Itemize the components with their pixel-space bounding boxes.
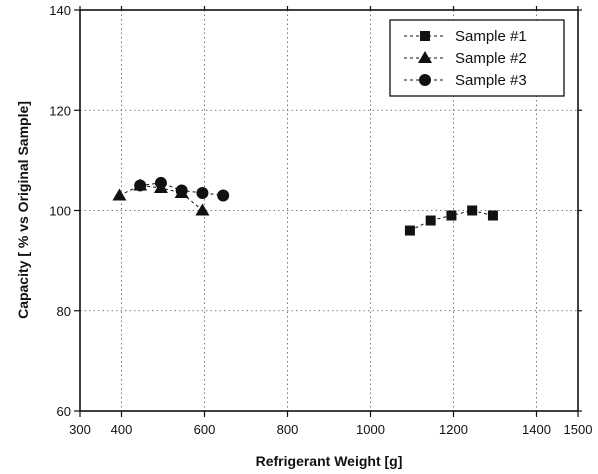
x-tick-label: 1200 (439, 422, 468, 437)
legend-label: Sample #3 (455, 72, 527, 89)
grid (80, 10, 578, 411)
y-axis-title: Capacity [ % vs Original Sample] (15, 101, 31, 319)
legend-label: Sample #1 (455, 28, 527, 45)
data-point-square (425, 215, 436, 226)
legend-label: Sample #2 (455, 50, 527, 67)
legend: Sample #1 Sample #2 Sample #3 (389, 19, 565, 97)
x-tick-label: 300 (69, 422, 91, 437)
data-point-square (446, 210, 457, 221)
data-point-triangle (112, 188, 127, 201)
axes: 300 400 600 800 1000 1200 1400 1500 60 80 100 120 14… (49, 3, 592, 437)
data-point-circle (134, 179, 147, 192)
y-tick-label: 140 (49, 3, 71, 18)
data-point-circle (217, 189, 230, 202)
legend-marker-triangle (418, 51, 432, 63)
x-tick-label: 800 (277, 422, 299, 437)
x-tick-label: 1000 (356, 422, 385, 437)
y-tick-label: 80 (57, 304, 71, 319)
y-tick-label: 120 (49, 103, 71, 118)
legend-marker-circle (419, 74, 431, 86)
x-tick-label: 600 (194, 422, 216, 437)
x-axis-title: Refrigerant Weight [g] (256, 453, 403, 469)
data-point-square (404, 225, 415, 236)
y-tick-label: 100 (49, 204, 71, 219)
data-point-square (467, 205, 478, 216)
x-tick-label: 400 (111, 422, 133, 437)
x-tick-label: 1400 (522, 422, 551, 437)
legend-marker-square (420, 31, 430, 41)
data-point-triangle (195, 203, 210, 216)
data-point-circle (196, 186, 209, 199)
data-point-circle (154, 176, 167, 189)
x-tick-label: 1500 (564, 422, 593, 437)
y-tick-label: 60 (57, 404, 71, 419)
data-point-square (487, 210, 498, 221)
data-series (112, 176, 498, 236)
data-point-circle (175, 184, 188, 197)
